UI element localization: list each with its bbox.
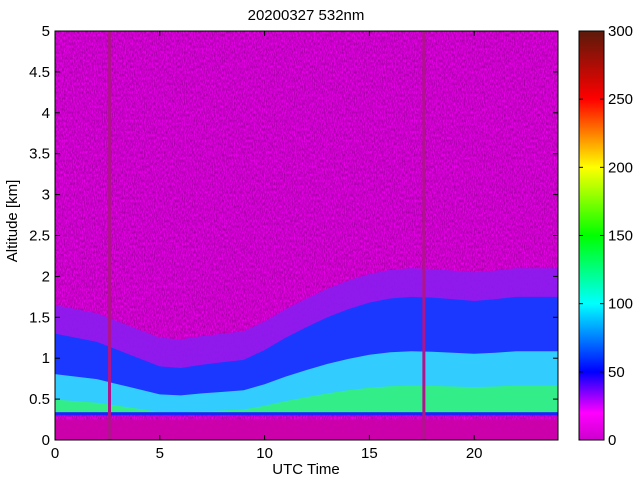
data-gaps (107, 31, 426, 440)
surface-blue-band (55, 412, 558, 416)
colorbar-tick-label: 50 (608, 364, 625, 381)
y-tick-label: 2 (42, 268, 50, 285)
y-tick-label: 4.5 (29, 64, 50, 81)
boundary-layer-green (55, 385, 558, 416)
colorbar-tick-label: 300 (608, 23, 633, 40)
y-axis: 0 0.5 1 1.5 2 2.5 3 3.5 4 4.5 5 (29, 23, 558, 449)
colorbar-tick-label: 0 (608, 432, 616, 449)
y-axis-label: Altitude [km] (4, 180, 21, 263)
y-tick-label: 0.5 (29, 391, 50, 408)
x-tick-label: 15 (361, 445, 378, 462)
data-gap-stripe (107, 31, 111, 440)
colorbar-tick-label: 150 (608, 228, 633, 245)
chart-title: 20200327 532nm (248, 7, 365, 24)
x-tick-label: 10 (256, 445, 273, 462)
data-gap-stripe (422, 31, 426, 440)
y-tick-label: 1 (42, 350, 50, 367)
y-tick-label: 2.5 (29, 228, 50, 245)
x-tick-label: 0 (51, 445, 59, 462)
y-tick-label: 1.5 (29, 309, 50, 326)
x-axis-label: UTC Time (272, 461, 340, 478)
colorbar-axis: 0 50 100 150 200 250 300 (579, 23, 633, 449)
x-tick-label: 20 (466, 445, 483, 462)
y-tick-label: 0 (42, 432, 50, 449)
y-tick-label: 3 (42, 187, 50, 204)
colorbar-tick-label: 100 (608, 296, 633, 313)
colorbar-tick-label: 250 (608, 91, 633, 108)
y-tick-label: 5 (42, 23, 50, 40)
x-axis: 0 5 10 15 20 (51, 31, 483, 462)
plot-area (55, 31, 558, 440)
y-tick-label: 3.5 (29, 146, 50, 163)
x-tick-label: 5 (156, 445, 164, 462)
surface-magenta-band (55, 419, 558, 440)
y-tick-label: 4 (42, 105, 50, 122)
colorbar-tick-label: 200 (608, 159, 633, 176)
